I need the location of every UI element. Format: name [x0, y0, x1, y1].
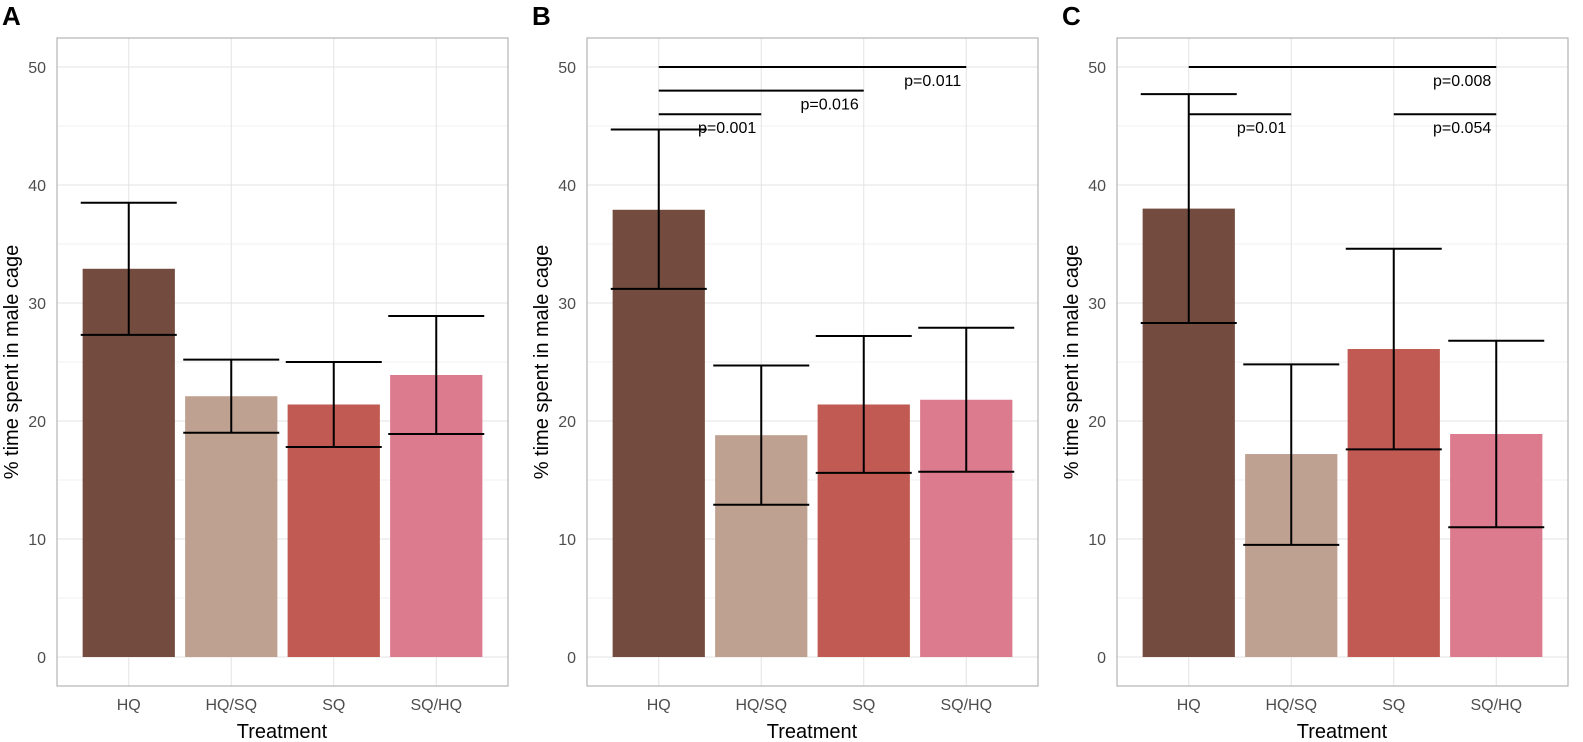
y-tick-label: 20 — [28, 414, 46, 431]
error-bar — [388, 314, 485, 435]
error-bar — [1140, 93, 1237, 325]
bar-hq-sq — [185, 396, 278, 657]
x-tick-label: HQ — [1177, 697, 1201, 714]
y-tick-label: 0 — [37, 650, 46, 667]
y-tick-label: 30 — [28, 296, 46, 313]
y-axis-title-b: % time spent in male cage — [531, 245, 553, 480]
x-tick-label: HQ/SQ — [205, 697, 257, 714]
x-axis-title-b: Treatment — [767, 721, 858, 742]
error-bar — [815, 335, 912, 474]
p-value-label: p=0.016 — [800, 97, 858, 114]
y-tick-label: 10 — [558, 532, 576, 549]
p-value-label: p=0.01 — [1237, 120, 1286, 137]
p-value-label: p=0.001 — [698, 120, 756, 137]
plot-frame — [586, 37, 1039, 687]
plot-frame — [1116, 37, 1569, 687]
p-value-label: p=0.008 — [1433, 73, 1491, 90]
error-bar — [918, 326, 1015, 473]
error-bar — [183, 358, 280, 434]
x-tick-label: SQ — [322, 697, 345, 714]
panel-letter-a: A — [2, 1, 21, 31]
x-axis-title-c: Treatment — [1297, 721, 1388, 742]
y-tick-label: 10 — [28, 532, 46, 549]
error-bar — [285, 361, 382, 448]
y-tick-label: 20 — [558, 414, 576, 431]
error-bar — [1345, 247, 1442, 451]
x-tick-label: SQ/HQ — [1470, 697, 1522, 714]
y-tick-label: 0 — [567, 650, 576, 667]
x-tick-label: SQ/HQ — [940, 697, 992, 714]
plot-frame — [56, 37, 509, 687]
y-tick-label: 50 — [1088, 60, 1106, 77]
x-tick-label: SQ — [852, 697, 875, 714]
y-axis-title-c: % time spent in male cage — [1061, 245, 1083, 480]
x-tick-label: SQ — [1382, 697, 1405, 714]
error-bar — [1448, 339, 1545, 529]
y-tick-label: 40 — [28, 178, 46, 195]
y-tick-label: 50 — [558, 60, 576, 77]
x-tick-label: HQ/SQ — [1265, 697, 1317, 714]
x-tick-label: SQ/HQ — [410, 697, 462, 714]
panel-a: A % time spent in male cage Treatment 0 1… — [1, 1, 509, 742]
error-bar — [1243, 363, 1340, 546]
panel-c: C % time spent in male cage Treatment p=… — [1061, 1, 1569, 742]
error-bar — [610, 128, 707, 290]
y-tick-label: 20 — [1088, 414, 1106, 431]
panel-b: B % time spent in male cage Treatment p=… — [531, 1, 1039, 742]
panel-letter-c: C — [1062, 1, 1081, 31]
error-bar — [713, 364, 810, 506]
x-axis-title-a: Treatment — [237, 721, 328, 742]
y-tick-label: 30 — [558, 296, 576, 313]
x-tick-label: HQ — [117, 697, 141, 714]
y-tick-label: 0 — [1097, 650, 1106, 667]
panel-letter-b: B — [532, 1, 551, 31]
y-tick-label: 40 — [1088, 178, 1106, 195]
x-tick-label: HQ — [647, 697, 671, 714]
y-tick-label: 30 — [1088, 296, 1106, 313]
p-value-label: p=0.054 — [1433, 120, 1491, 137]
y-axis-title-a: % time spent in male cage — [1, 245, 23, 480]
p-value-label: p=0.011 — [904, 73, 961, 90]
error-bar — [80, 201, 177, 336]
y-tick-label: 50 — [28, 60, 46, 77]
x-tick-label: HQ/SQ — [735, 697, 787, 714]
y-tick-label: 40 — [558, 178, 576, 195]
y-tick-label: 10 — [1088, 532, 1106, 549]
